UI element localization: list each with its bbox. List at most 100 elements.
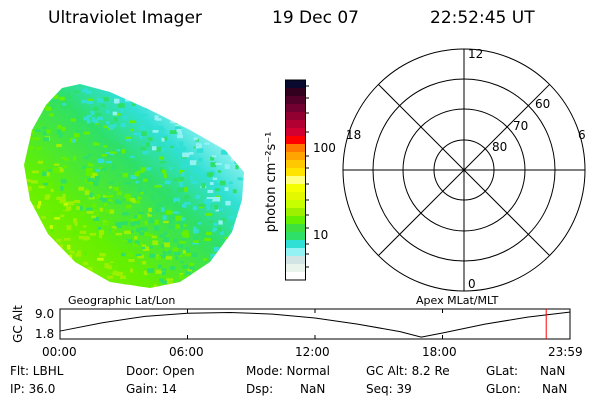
image-pixel (136, 84, 140, 85)
image-pixel (104, 263, 110, 269)
image-pixel (153, 284, 157, 288)
image-pixel (224, 236, 230, 240)
colorbar-swatch (286, 152, 305, 161)
image-pixel (204, 199, 209, 204)
image-pixel (243, 179, 244, 184)
image-pixel (165, 210, 173, 215)
image-pixel (195, 194, 201, 200)
image-pixel (117, 145, 124, 148)
image-pixel (146, 102, 152, 107)
image-pixel (167, 250, 172, 255)
image-pixel (159, 234, 165, 237)
image-pixel (210, 84, 216, 88)
image-pixel (136, 284, 144, 288)
image-pixel (73, 90, 80, 94)
image-pixel (28, 175, 35, 180)
image-pixel (78, 212, 86, 216)
image-pixel (163, 136, 168, 141)
image-pixel (113, 250, 119, 255)
image-pixel (30, 180, 38, 184)
image-pixel (166, 188, 171, 193)
image-pixel (178, 223, 184, 228)
image-pixel (129, 268, 134, 273)
image-pixel (152, 240, 159, 246)
image-pixel (67, 288, 72, 291)
image-pixel (26, 293, 31, 298)
image-pixel (108, 186, 113, 189)
image-pixel (215, 281, 222, 286)
image-pixel (226, 134, 233, 139)
image-pixel (85, 84, 92, 85)
image-pixel (28, 146, 34, 150)
image-pixel (105, 152, 110, 155)
image-pixel (83, 156, 89, 160)
image-pixel (103, 221, 109, 225)
image-pixel (41, 216, 46, 219)
image-pixel (48, 113, 54, 117)
image-pixel (154, 225, 159, 231)
image-pixel (226, 138, 232, 143)
image-pixel (154, 131, 160, 137)
image-pixel (74, 221, 78, 227)
image-pixel (83, 268, 90, 274)
image-pixel (169, 266, 176, 270)
image-pixel (241, 123, 244, 128)
image-pixel (202, 268, 210, 271)
image-pixel (24, 119, 27, 122)
image-pixel (24, 142, 25, 146)
image-pixel (44, 235, 51, 240)
image-pixel (24, 84, 25, 85)
image-pixel (201, 281, 206, 287)
image-pixel (141, 246, 146, 250)
xtick-0600: 06:00 (169, 345, 204, 359)
image-pixel (29, 266, 37, 271)
image-pixel (160, 268, 167, 271)
image-pixel (88, 196, 95, 200)
image-pixel (157, 264, 162, 268)
image-pixel (24, 213, 29, 218)
image-pixel (199, 281, 204, 286)
image-pixel (55, 272, 61, 278)
image-pixel (66, 254, 73, 260)
image-pixel (223, 84, 230, 88)
image-pixel (210, 257, 215, 261)
image-pixel (172, 97, 179, 100)
image-pixel (219, 110, 224, 113)
image-pixel (157, 255, 162, 260)
image-pixel (75, 253, 82, 257)
image-pixel (97, 226, 102, 230)
image-pixel (242, 201, 244, 205)
image-pixel (116, 149, 121, 152)
image-pixel (233, 273, 237, 278)
image-pixel (59, 96, 65, 101)
image-pixel (62, 193, 66, 199)
colorbar-swatch (286, 160, 305, 169)
image-pixel (235, 164, 239, 170)
image-pixel (24, 197, 25, 202)
image-pixel (135, 180, 139, 184)
image-pixel (193, 137, 198, 141)
image-pixel (206, 231, 212, 236)
image-pixel (182, 291, 188, 295)
image-pixel (236, 148, 243, 151)
image-pixel (178, 84, 183, 86)
image-pixel (69, 138, 75, 143)
image-pixel (122, 115, 128, 120)
image-pixel (242, 151, 244, 156)
image-pixel (177, 134, 184, 139)
ring-label-70: 70 (513, 119, 529, 133)
image-pixel (247, 280, 252, 283)
image-pixel (233, 293, 236, 297)
image-pixel (233, 121, 239, 124)
image-pixel (183, 84, 187, 87)
image-pixel (229, 263, 235, 268)
image-pixel (30, 258, 37, 263)
image-pixel (166, 197, 171, 202)
image-pixel (105, 125, 110, 128)
image-pixel (250, 248, 256, 252)
image-pixel (165, 284, 170, 288)
image-pixel (95, 169, 101, 172)
image-pixel (32, 242, 40, 246)
image-pixel (217, 170, 222, 173)
image-pixel (160, 201, 165, 204)
